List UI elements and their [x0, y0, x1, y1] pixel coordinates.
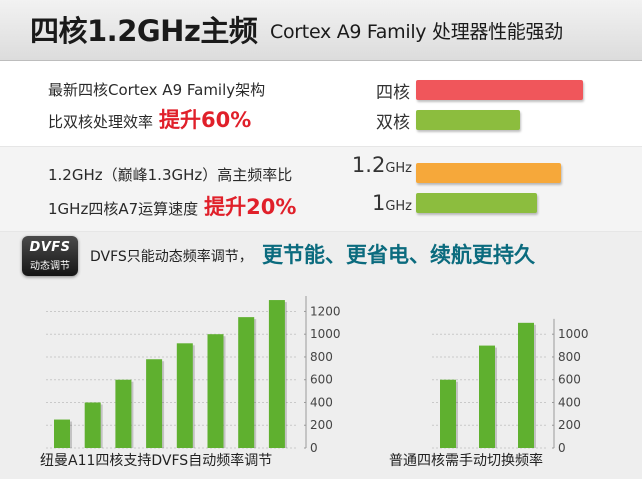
chart1-bar: [238, 317, 255, 448]
chart2-ytick-label: 200: [558, 418, 581, 432]
section2-line1: 1.2GHz（巅峰1.3GHz）高主频率比: [48, 166, 293, 184]
dvfs-section: [0, 232, 642, 479]
freq-1ghz-unit: GHz: [385, 199, 412, 214]
section1-line2-text: 比双核处理效率: [48, 113, 154, 131]
chart1-ytick-label: 800: [310, 350, 333, 364]
quad-core-bar: [416, 80, 583, 100]
frequency-section: [0, 146, 642, 232]
chart1-ytick-label: 1200: [310, 304, 341, 318]
chart2-ytick-label: 400: [558, 395, 581, 409]
dvfs-badge-icon: DVFS 动态调节: [22, 236, 78, 276]
chart2-ytick-label: 600: [558, 373, 581, 387]
freq-1-2ghz-bar: [416, 163, 561, 183]
freq-1ghz-value: 1: [371, 191, 386, 215]
freq-1ghz-label: 1GHz: [330, 191, 412, 215]
chart2-ytick-label: 1000: [558, 327, 589, 341]
section2-highlight: 提升20%: [204, 195, 297, 219]
chart1-bar: [176, 343, 193, 448]
chart2-ytick-label: 0: [558, 441, 566, 455]
chart1-bar: [54, 419, 70, 448]
chart1-ytick-label: 200: [310, 418, 333, 432]
section2-line2: 1GHz四核A7运算速度 提升20%: [48, 191, 296, 221]
freq-1-2ghz-unit: GHz: [385, 161, 412, 176]
page-subtitle: Cortex A9 Family 处理器性能强劲: [270, 21, 563, 43]
section2-line2-text: 1GHz四核A7运算速度: [48, 200, 199, 218]
chart2-bar: [479, 345, 495, 448]
section1-line2: 比双核处理效率 提升60%: [48, 104, 251, 134]
dual-core-bar: [416, 110, 521, 130]
freq-1ghz-bar: [416, 193, 537, 213]
freq-1-2ghz-value: 1.2: [351, 153, 386, 177]
title-banner: 四核1.2GHz主频 Cortex A9 Family 处理器性能强劲: [0, 0, 642, 61]
dual-core-label: 双核: [376, 113, 410, 133]
chart1-bar: [84, 402, 101, 448]
dvfs-badge-title: DVFS: [29, 240, 71, 255]
chart1-bar: [268, 300, 285, 448]
chart2-ytick-label: 800: [558, 350, 581, 364]
dvfs-badge-caption: 动态调节: [30, 261, 70, 272]
chart1-ytick-label: 400: [310, 395, 333, 409]
chart1-bar: [146, 359, 163, 448]
chart1-caption: 纽曼A11四核支持DVFS自动频率调节: [40, 453, 273, 469]
dvfs-description: DVFS只能动态频率调节，: [90, 249, 253, 265]
chart1-bar: [207, 334, 224, 448]
chart2-bar: [518, 322, 534, 448]
dvfs-slogan: 更节能、更省电、续航更持久: [262, 243, 535, 267]
quad-core-section: [0, 62, 642, 144]
chart1-ytick-label: 0: [310, 441, 318, 455]
chart2-caption: 普通四核需手动切换频率: [389, 453, 543, 469]
freq-1-2ghz-label: 1.2GHz: [330, 153, 412, 177]
section1-line1: 最新四核Cortex A9 Family架构: [48, 81, 266, 99]
quad-core-label: 四核: [376, 83, 410, 103]
page-title: 四核1.2GHz主频: [30, 14, 258, 48]
chart1-bar: [115, 379, 132, 448]
chart1-ytick-label: 1000: [310, 327, 341, 341]
chart1-ytick-label: 600: [310, 373, 333, 387]
chart2-bar: [440, 379, 456, 448]
section1-highlight: 提升60%: [159, 108, 252, 132]
